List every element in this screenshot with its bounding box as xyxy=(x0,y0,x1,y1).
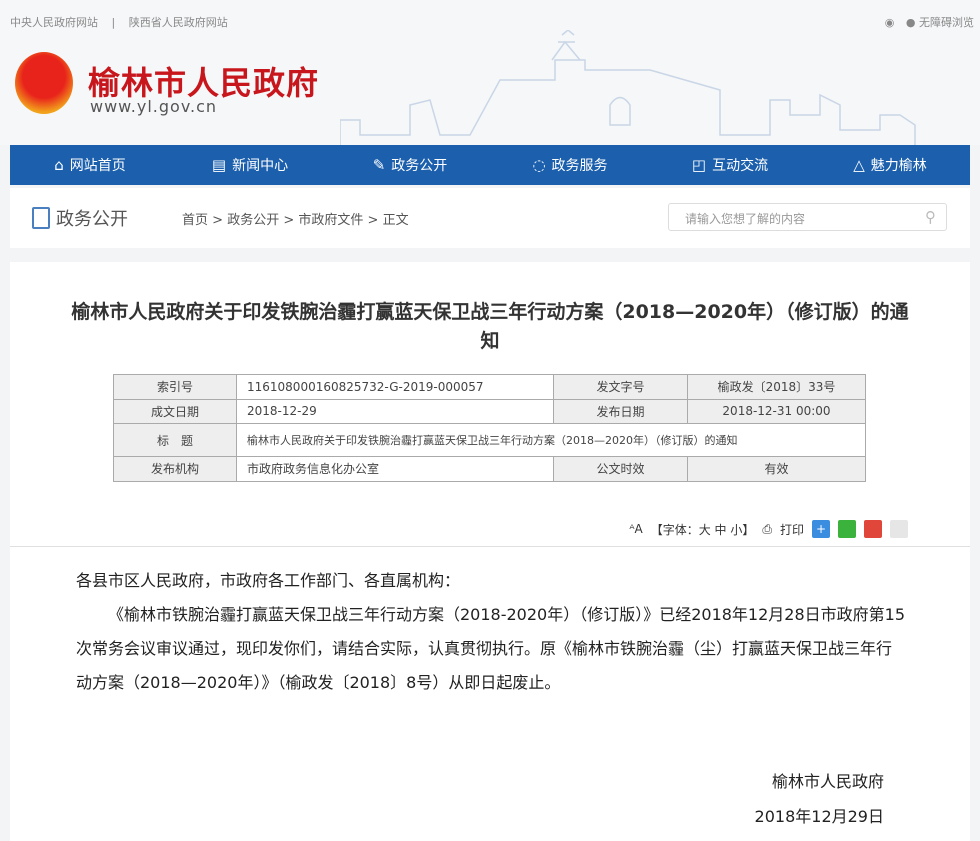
copy-icon[interactable] xyxy=(890,520,908,538)
breadcrumb-current: 正文 xyxy=(382,213,409,228)
font-size-control[interactable]: 【字体：大 中 小】 xyxy=(650,522,755,537)
meta-label: 索引号 xyxy=(113,374,237,400)
search-icon[interactable]: ⚲ xyxy=(925,208,936,226)
meta-value: 2018-12-29 xyxy=(236,398,554,424)
nav-label: 互动交流 xyxy=(712,158,769,174)
meta-label: 成文日期 xyxy=(113,398,237,424)
table-row: 发布机构 市政府政务信息化办公室 公文时效 有效 xyxy=(113,456,866,482)
table-row: 索引号 116108000160825732-G-2019-000057 发文字… xyxy=(113,374,866,400)
edit-icon: ✎ xyxy=(372,156,386,174)
divider xyxy=(10,546,970,547)
city-wall-illustration xyxy=(340,30,916,145)
service-icon: ◌ xyxy=(532,156,546,174)
nav-label: 政务服务 xyxy=(551,158,608,174)
nav-home[interactable]: ⌂ 网站首页 xyxy=(10,145,170,185)
meta-value: 116108000160825732-G-2019-000057 xyxy=(236,374,554,400)
meta-label: 标 题 xyxy=(113,423,237,457)
signer: 榆林市人民政府 xyxy=(771,772,884,791)
meta-value: 有效 xyxy=(687,456,866,482)
table-row: 成文日期 2018-12-29 发布日期 2018-12-31 00:00 xyxy=(113,398,866,424)
table-row: 标 题 榆林市人民政府关于印发铁腕治霾打赢蓝天保卫战三年行动方案（2018—20… xyxy=(113,423,866,457)
document-icon xyxy=(32,207,50,229)
search-input[interactable]: 请输入您想了解的内容 ⚲ xyxy=(668,203,947,231)
nav-label: 新闻中心 xyxy=(232,158,289,174)
nav-gov-affairs[interactable]: ✎ 政务公开 xyxy=(330,145,490,185)
nav-label: 魅力榆林 xyxy=(870,158,927,174)
breadcrumb-bar: 政务公开 首页 > 政务公开 > 市政府文件 > 正文 请输入您想了解的内容 ⚲ xyxy=(10,188,970,248)
font-size-icon: ᴬA xyxy=(629,522,643,536)
nav-charm-yulin[interactable]: △ 魅力榆林 xyxy=(810,145,970,185)
nav-services[interactable]: ◌ 政务服务 xyxy=(490,145,650,185)
weibo-share-icon[interactable] xyxy=(864,520,882,538)
section-title: 政务公开 xyxy=(56,209,128,230)
print-icon[interactable]: ⎙ xyxy=(762,521,772,536)
national-emblem-logo xyxy=(15,52,73,114)
accessible-link[interactable]: 无障碍浏览 xyxy=(919,16,974,29)
share-plus-icon[interactable]: + xyxy=(812,520,830,538)
signature: 榆林市人民政府 2018年12月29日 xyxy=(755,764,884,834)
site-url: www.yl.gov.cn xyxy=(90,97,218,116)
nav-label: 网站首页 xyxy=(69,158,126,174)
article-body: 各县市区人民政府，市政府各工作部门、各直属机构： 《榆林市铁腕治霾打赢蓝天保卫战… xyxy=(76,564,906,700)
meta-label: 发文字号 xyxy=(553,374,688,400)
separator: | xyxy=(111,16,116,29)
print-button[interactable]: 打印 xyxy=(779,522,804,537)
wechat-icon[interactable]: ● xyxy=(905,16,916,29)
link-central-gov[interactable]: 中央人民政府网站 xyxy=(10,16,98,29)
news-icon: ▤ xyxy=(211,156,227,174)
page-title: 榆林市人民政府关于印发铁腕治霾打赢蓝天保卫战三年行动方案（2018—2020年）… xyxy=(71,301,909,352)
meta-label: 公文时效 xyxy=(553,456,688,482)
site-logo-title[interactable]: 榆林市人民政府 xyxy=(88,64,320,102)
link-shaanxi-gov[interactable]: 陕西省人民政府网站 xyxy=(128,16,228,29)
paragraph: 《榆林市铁腕治霾打赢蓝天保卫战三年行动方案（2018-2020年）（修订版）》已… xyxy=(76,605,906,692)
breadcrumb: 首页 > 政务公开 > 市政府文件 > 正文 xyxy=(182,213,409,228)
wechat-share-icon[interactable] xyxy=(838,520,856,538)
main-nav: ⌂ 网站首页 ▤ 新闻中心 ✎ 政务公开 ◌ 政务服务 ◰ 互动交流 △ 魅力榆林 xyxy=(10,145,970,185)
site-header: 中央人民政府网站 | 陕西省人民政府网站 ◉ ● 无障碍浏览 榆林市人民政府 w… xyxy=(0,0,980,145)
breadcrumb-gov-affairs[interactable]: 政务公开 xyxy=(227,213,280,228)
article: 榆林市人民政府关于印发铁腕治霾打赢蓝天保卫战三年行动方案（2018—2020年）… xyxy=(10,262,970,841)
meta-label: 发布日期 xyxy=(553,398,688,424)
meta-value: 市政府政务信息化办公室 xyxy=(236,456,554,482)
weibo-icon[interactable]: ◉ xyxy=(884,16,895,29)
meta-value: 2018-12-31 00:00 xyxy=(687,398,866,424)
breadcrumb-home[interactable]: 首页 xyxy=(182,213,209,228)
nav-interaction[interactable]: ◰ 互动交流 xyxy=(650,145,810,185)
nav-news[interactable]: ▤ 新闻中心 xyxy=(170,145,330,185)
nav-label: 政务公开 xyxy=(391,158,448,174)
breadcrumb-city-docs[interactable]: 市政府文件 xyxy=(298,213,364,228)
meta-value: 榆林市人民政府关于印发铁腕治霾打赢蓝天保卫战三年行动方案（2018—2020年）… xyxy=(236,423,866,457)
scenery-icon: △ xyxy=(853,156,865,174)
meta-label: 发布机构 xyxy=(113,456,237,482)
salutation: 各县市区人民政府，市政府各工作部门、各直属机构： xyxy=(76,571,461,590)
meta-value: 榆政发〔2018〕33号 xyxy=(687,374,866,400)
chat-icon: ◰ xyxy=(691,156,707,174)
sign-date: 2018年12月29日 xyxy=(754,807,884,826)
article-tools: ᴬA 【字体：大 中 小】 ⎙ 打印 + xyxy=(629,520,908,538)
document-meta-table: 索引号 116108000160825732-G-2019-000057 发文字… xyxy=(113,374,866,482)
search-placeholder: 请输入您想了解的内容 xyxy=(685,212,806,226)
home-icon: ⌂ xyxy=(54,156,64,174)
